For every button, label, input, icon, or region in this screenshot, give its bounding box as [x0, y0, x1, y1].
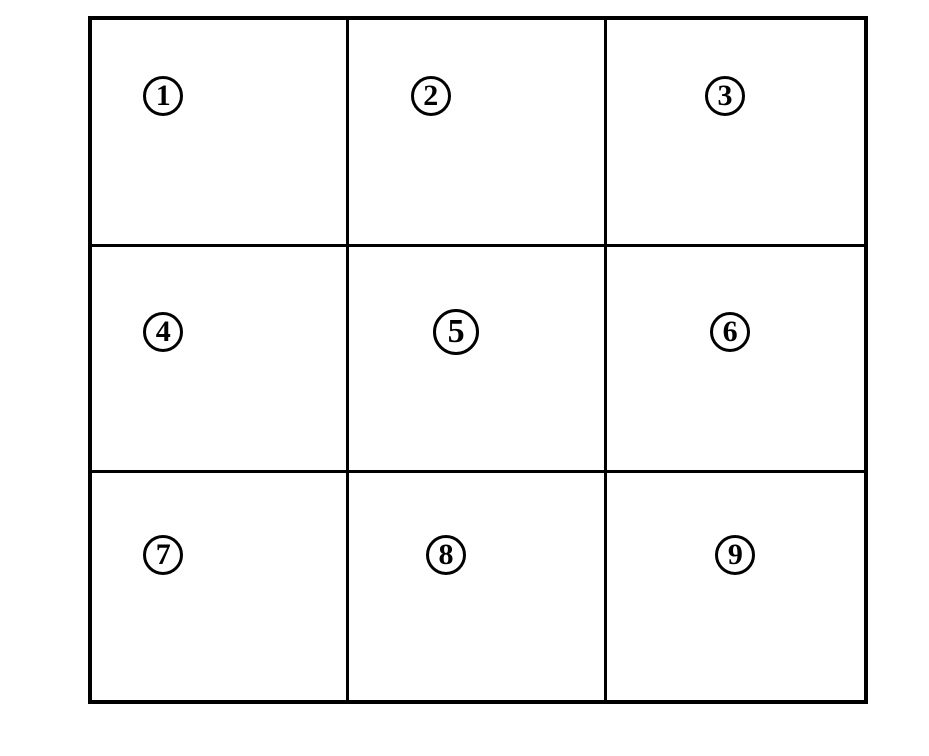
cell-label: 1: [143, 76, 183, 116]
cell-label: 7: [143, 535, 183, 575]
grid-cell: 3: [607, 20, 864, 247]
grid-cell: 6: [607, 247, 864, 474]
circled-number-icon: 9: [715, 535, 755, 575]
grid-cell: 4: [92, 247, 349, 474]
cell-label: 6: [710, 312, 750, 352]
circled-number-icon: 5: [433, 309, 479, 355]
circled-number-icon: 4: [143, 312, 183, 352]
grid-cell: 9: [607, 473, 864, 700]
cell-label: 9: [715, 535, 755, 575]
cell-label: 2: [411, 76, 451, 116]
grid-cell: 8: [349, 473, 606, 700]
canvas: 1 2 3 4 5 6 7 8 9: [0, 0, 929, 756]
cell-label: 3: [705, 76, 745, 116]
circled-number-icon: 8: [426, 535, 466, 575]
number-grid: 1 2 3 4 5 6 7 8 9: [88, 16, 868, 704]
cell-label: 5: [433, 309, 479, 355]
cell-label: 4: [143, 312, 183, 352]
circled-number-icon: 2: [411, 76, 451, 116]
circled-number-icon: 1: [143, 76, 183, 116]
circled-number-icon: 6: [710, 312, 750, 352]
grid-cell: 1: [92, 20, 349, 247]
cell-label: 8: [426, 535, 466, 575]
grid-cell: 5: [349, 247, 606, 474]
circled-number-icon: 7: [143, 535, 183, 575]
grid-cell: 7: [92, 473, 349, 700]
circled-number-icon: 3: [705, 76, 745, 116]
grid-cell: 2: [349, 20, 606, 247]
